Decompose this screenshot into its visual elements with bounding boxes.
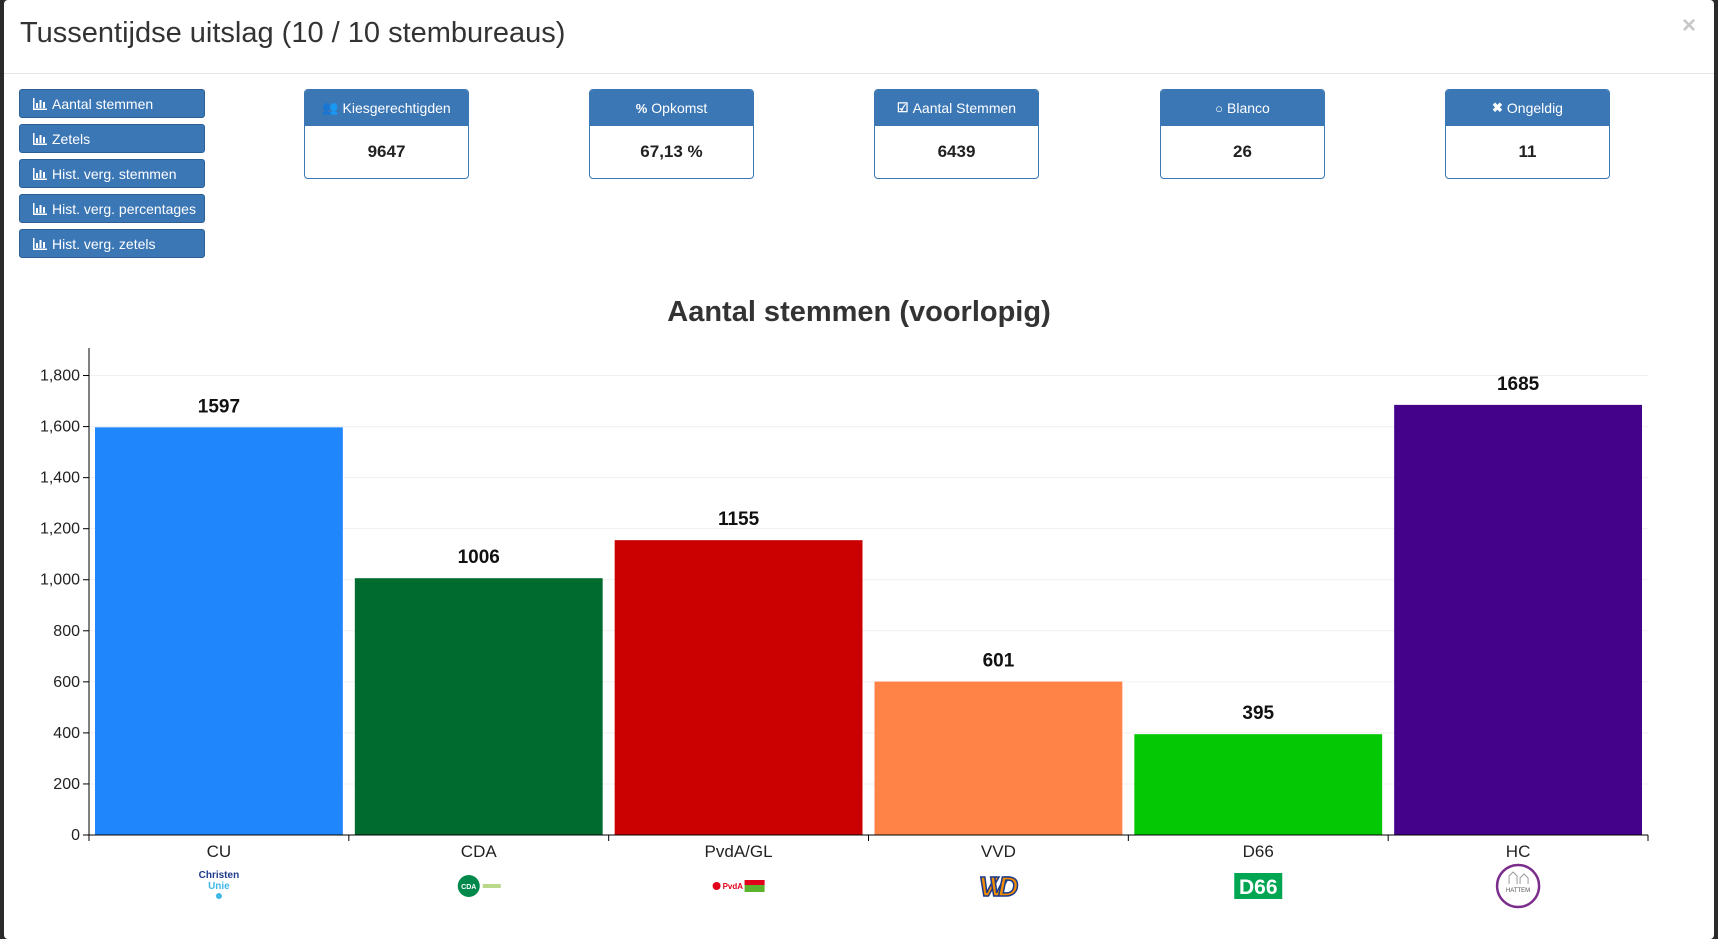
stat-header: % Opkomst — [590, 90, 753, 126]
svg-text:Christen: Christen — [199, 870, 240, 881]
bar-chart-icon — [33, 237, 52, 250]
check-square-icon: ☑ — [896, 100, 909, 115]
chart-title: Aantal stemmen (voorlopig) — [667, 296, 1051, 328]
x-tick-label: VVD — [981, 842, 1016, 861]
x-tick-label: PvdA/GL — [705, 842, 773, 861]
svg-text:HATTEM: HATTEM — [1506, 888, 1530, 894]
bar — [1134, 734, 1383, 835]
stat-label: Blanco — [1227, 100, 1270, 116]
stat-box: ☑ Aantal Stemmen 6439 — [874, 89, 1039, 179]
stat-value: 67,13 % — [640, 142, 703, 161]
chart-view-button-label: Zetels — [52, 130, 91, 147]
bar-value-label: 1685 — [1497, 374, 1540, 395]
stat-value: 11 — [1518, 142, 1537, 161]
bar-value-label: 601 — [983, 651, 1015, 672]
stat-header: ☑ Aantal Stemmen — [875, 90, 1038, 126]
stat-box: ○ Blanco 26 — [1160, 89, 1325, 179]
y-tick-label: 0 — [71, 827, 80, 844]
svg-text:D66: D66 — [1239, 876, 1278, 899]
bar — [1394, 404, 1642, 835]
bar-value-label: 1597 — [198, 396, 240, 417]
chart-view-button[interactable]: Hist. verg. percentages — [19, 194, 205, 223]
stat-label: Ongeldig — [1506, 100, 1563, 116]
chart-view-button-label: Hist. verg. stemmen — [52, 165, 177, 182]
y-tick-label: 1,200 — [40, 521, 80, 538]
bar — [614, 540, 863, 835]
y-tick-label: 800 — [53, 623, 80, 640]
stat-label: Kiesgerechtigden — [342, 100, 451, 116]
chart-view-button-label: Hist. verg. zetels — [52, 235, 156, 252]
bar — [95, 427, 343, 835]
svg-text:VVD: VVD — [978, 871, 1018, 902]
y-tick-label: 400 — [53, 725, 80, 742]
modal-title: Tussentijdse uitslag (10 / 10 stembureau… — [20, 17, 566, 49]
x-tick-label: HC — [1506, 842, 1531, 861]
bar — [874, 681, 1123, 835]
stat-value: 26 — [1233, 142, 1252, 161]
chart-view-button[interactable]: Aantal stemmen — [19, 89, 205, 118]
times-icon: ✖ — [1492, 100, 1503, 115]
chart-view-button-label: Aantal stemmen — [52, 95, 154, 112]
stat-header: ✖ Ongeldig — [1446, 90, 1609, 126]
cda-logo: CDA — [457, 875, 501, 897]
svg-text:PvdA: PvdA — [723, 882, 744, 891]
chart-view-button-label: Hist. verg. percentages — [52, 200, 196, 217]
circle-icon: ○ — [1215, 100, 1224, 116]
x-tick-label: D66 — [1243, 842, 1274, 861]
bar-chart-icon — [33, 167, 52, 180]
chart-view-buttons: Aantal stemmen Zetels Hist. verg. stemmen H… — [19, 89, 205, 264]
y-tick-label: 1,800 — [40, 368, 80, 385]
chart-view-button[interactable]: Hist. verg. zetels — [19, 229, 205, 258]
chart-view-button[interactable]: Zetels — [19, 124, 205, 153]
pvda-gl-logo: PvdA — [712, 880, 765, 892]
x-tick-label: CDA — [461, 842, 498, 861]
stat-value: 9647 — [367, 142, 406, 161]
bar-value-label: 395 — [1242, 703, 1274, 724]
y-tick-label: 1,400 — [40, 470, 80, 487]
bar-chart-icon — [33, 97, 52, 110]
users-icon: 👥 — [322, 100, 339, 115]
stat-box: % Opkomst 67,13 % — [589, 89, 754, 179]
stat-label: Aantal Stemmen — [912, 100, 1017, 116]
percent-icon: % — [635, 100, 648, 116]
bar-value-label: 1155 — [718, 509, 760, 530]
y-tick-label: 200 — [53, 776, 80, 793]
hc-logo: HATTEM — [1495, 863, 1541, 909]
y-tick-label: 600 — [53, 674, 80, 691]
vvd-logo: VVD — [978, 870, 1020, 903]
bar — [354, 578, 603, 835]
stat-box: 👥 Kiesgerechtigden 9647 — [304, 89, 469, 179]
stat-header: ○ Blanco — [1161, 90, 1324, 126]
modal-header: Tussentijdse uitslag (10 / 10 stembureau… — [4, 0, 1714, 74]
bar-chart-icon — [33, 202, 52, 215]
bar-chart-icon — [33, 132, 52, 145]
y-tick-label: 1,000 — [40, 572, 80, 589]
svg-text:Unie: Unie — [208, 881, 230, 892]
d66-logo: D66 — [1234, 873, 1283, 899]
svg-text:CDA: CDA — [461, 884, 476, 891]
stat-label: Opkomst — [651, 100, 708, 116]
x-tick-label: CU — [207, 842, 232, 861]
chart-view-button[interactable]: Hist. verg. stemmen — [19, 159, 205, 188]
stat-box: ✖ Ongeldig 11 — [1445, 89, 1610, 179]
stat-value: 6439 — [937, 142, 976, 161]
y-tick-label: 1,600 — [40, 419, 80, 436]
close-icon[interactable]: × — [1681, 12, 1696, 39]
stat-header: 👥 Kiesgerechtigden — [305, 90, 468, 126]
bar-value-label: 1006 — [458, 547, 500, 568]
